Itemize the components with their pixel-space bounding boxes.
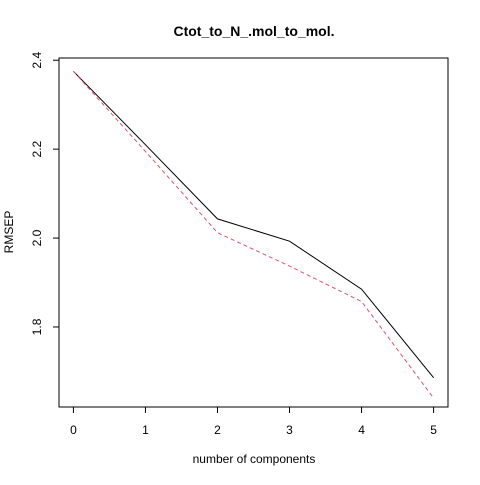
x-tick-label: 4	[358, 423, 365, 437]
chart-title: Ctot_to_N_.mol_to_mol.	[173, 23, 334, 39]
x-axis-label: number of components	[193, 452, 316, 466]
plot-frame	[58, 57, 449, 408]
y-axis: 1.8 2.0 2.2 2.4	[30, 52, 60, 335]
y-tick-label: 2.0	[30, 229, 44, 246]
y-axis-label: RMSEP	[2, 211, 16, 254]
y-tick-label: 1.8	[30, 318, 44, 335]
x-tick-label: 1	[142, 423, 149, 437]
x-tick-label: 3	[286, 423, 293, 437]
y-tick-label: 2.2	[30, 140, 44, 157]
x-tick-label: 0	[70, 423, 77, 437]
series-layer	[73, 70, 435, 399]
x-tick-label: 5	[430, 423, 437, 437]
x-tick-label: 2	[214, 423, 221, 437]
series-line-2	[73, 70, 435, 399]
series-line-1	[73, 70, 434, 379]
y-tick-label: 2.4	[30, 52, 44, 69]
x-axis: 0 1 2 3 4 5	[70, 406, 437, 437]
